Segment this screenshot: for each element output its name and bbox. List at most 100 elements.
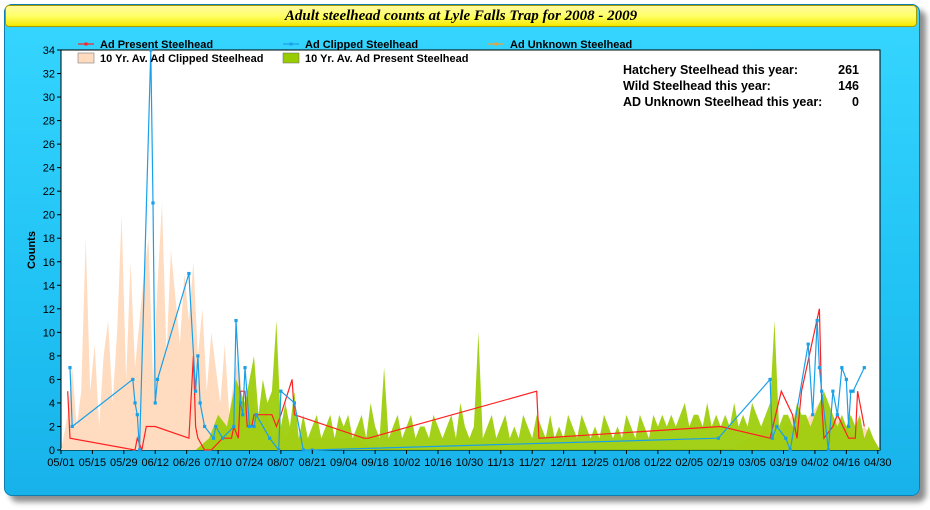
x-tick-label: 11/27 [519, 457, 546, 469]
count-lines [67, 48, 866, 453]
point-clipped [149, 48, 153, 52]
x-tick-label: 01/08 [613, 457, 641, 469]
x-tick-label: 05/29 [110, 457, 138, 469]
point-clipped [133, 401, 137, 405]
point-clipped [835, 413, 839, 417]
x-tick-label: 02/19 [707, 457, 735, 469]
legend-label-clipped: Ad Clipped Steelhead [305, 39, 418, 51]
point-clipped [187, 271, 191, 276]
x-tick-label: 09/04 [330, 457, 358, 469]
point-clipped [788, 448, 792, 452]
y-tick-label: 4 [49, 398, 55, 410]
point-clipped [220, 436, 225, 440]
x-tick-label: 09/18 [361, 457, 389, 469]
y-tick-label: 30 [43, 92, 55, 104]
point-clipped [770, 436, 774, 440]
x-tick-label: 07/10 [204, 457, 232, 469]
point-clipped [768, 377, 772, 382]
point-clipped [806, 342, 810, 346]
point-clipped [198, 401, 202, 405]
legend-label-unknown: Ad Unknown Steelhead [510, 39, 632, 51]
point-clipped [784, 436, 788, 440]
point-clipped [238, 401, 243, 405]
point-clipped [301, 448, 305, 452]
y-tick-label: 18 [43, 233, 55, 245]
x-tick-label: 02/05 [676, 457, 704, 469]
y-tick-label: 20 [43, 210, 55, 222]
legend-label-avg_present: 10 Yr. Av. Ad Present Steelhead [305, 53, 468, 65]
point-clipped [820, 389, 824, 393]
y-tick-label: 0 [49, 445, 55, 457]
y-tick-label: 2 [49, 421, 55, 433]
stat-label: Hatchery Steelhead this year: [623, 63, 798, 77]
point-clipped [194, 389, 198, 393]
point-clipped [155, 377, 160, 382]
x-tick-label: 04/16 [833, 457, 861, 469]
y-tick-label: 10 [43, 327, 55, 339]
point-clipped [292, 401, 296, 405]
point-clipped [243, 366, 247, 370]
point-clipped [831, 389, 835, 393]
legend-swatch-avg_present [282, 52, 300, 64]
x-tick-label: 12/25 [581, 457, 609, 469]
y-tick-label: 34 [43, 45, 55, 57]
point-clipped [849, 389, 853, 393]
x-tick-label: 11/13 [487, 457, 514, 469]
stat-value: 0 [852, 95, 859, 109]
point-clipped [241, 413, 245, 417]
point-clipped [214, 424, 218, 429]
x-tick-label: 05/15 [79, 457, 107, 469]
point-clipped [196, 354, 200, 358]
area-avg_present [61, 320, 880, 450]
x-tick-label: 08/07 [267, 457, 295, 469]
legend-label-avg_clipped: 10 Yr. Av. Ad Clipped Steelhead [100, 53, 263, 65]
point-clipped [817, 366, 822, 370]
point-clipped [844, 377, 848, 382]
point-clipped [135, 413, 139, 417]
legend-swatch-avg_clipped [77, 52, 95, 64]
x-tick-label: 08/21 [299, 457, 327, 469]
y-tick-label: 14 [43, 280, 55, 292]
x-tick-label: 04/30 [864, 457, 892, 469]
stat-value: 146 [838, 79, 859, 93]
y-tick-label: 26 [43, 139, 55, 151]
point-clipped [811, 413, 815, 417]
point-clipped [846, 424, 851, 429]
point-clipped [151, 201, 155, 205]
x-tick-label: 05/01 [47, 457, 75, 469]
line-clipped [69, 49, 865, 453]
x-tick-label: 06/26 [173, 457, 201, 469]
y-tick-label: 8 [49, 351, 55, 363]
x-tick-label: 10/30 [456, 457, 484, 469]
point-clipped [826, 448, 830, 452]
stats-box: Hatchery Steelhead this year: 261 Wild Ste… [623, 63, 859, 109]
legend: Ad Present Steelhead Ad Clipped Steelhead… [77, 39, 632, 65]
y-tick-label: 6 [49, 374, 55, 386]
y-tick-label: 24 [43, 163, 55, 175]
legend-marker-clipped [289, 42, 293, 46]
point-clipped [247, 424, 252, 429]
point-clipped [775, 424, 779, 429]
point-clipped [268, 436, 272, 440]
point-clipped [211, 436, 216, 440]
legend-label-present: Ad Present Steelhead [100, 39, 213, 51]
y-tick-label: 16 [43, 257, 55, 269]
point-clipped [840, 366, 844, 370]
point-clipped [851, 389, 855, 393]
x-tick-label: 07/24 [236, 457, 264, 469]
point-clipped [279, 389, 283, 393]
point-clipped [252, 424, 256, 429]
point-clipped [203, 424, 207, 429]
point-clipped [68, 366, 72, 370]
y-axis-label: Counts [26, 231, 38, 269]
x-tick-label: 04/02 [801, 457, 829, 469]
point-clipped [234, 318, 238, 323]
x-tick-label: 10/16 [424, 457, 452, 469]
x-tick-label: 03/05 [738, 457, 766, 469]
stat-label: AD Unknown Steelhead this year: [623, 95, 822, 109]
point-clipped [153, 401, 157, 405]
title-bar: Adult steelhead counts at Lyle Falls Tra… [5, 5, 917, 27]
point-clipped [862, 366, 866, 370]
x-tick-label: 03/19 [770, 457, 798, 469]
